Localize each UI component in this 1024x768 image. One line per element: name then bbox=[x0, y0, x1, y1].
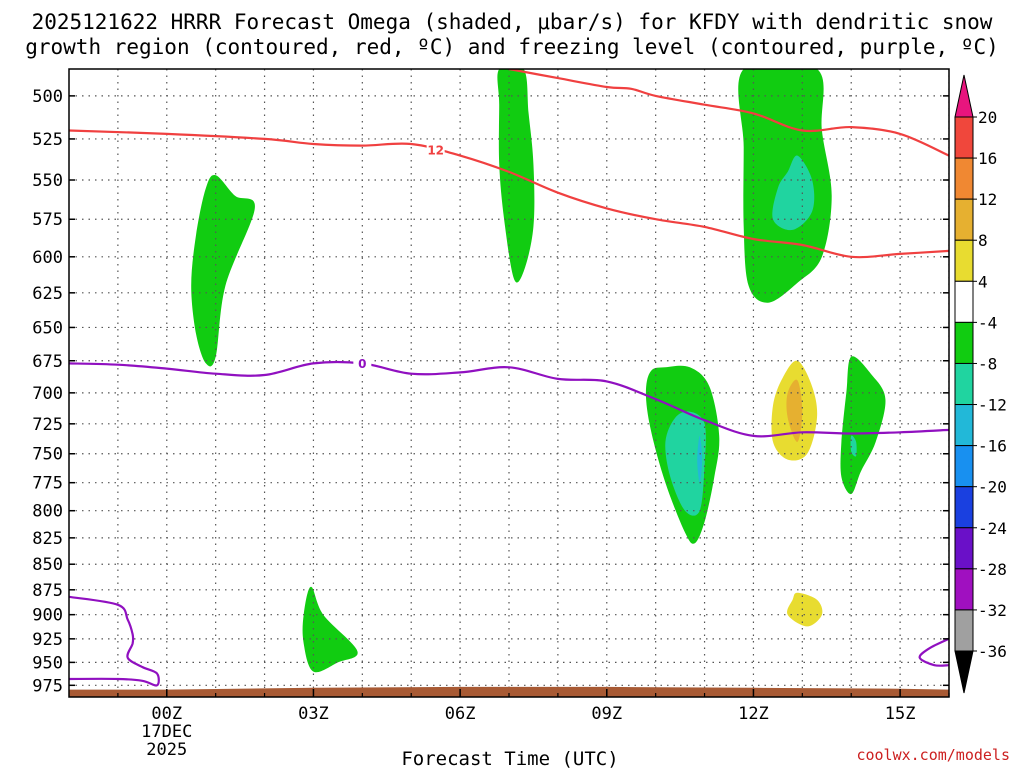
omega-neg8-f bbox=[850, 435, 857, 457]
colorbar-box-1 bbox=[954, 157, 974, 200]
y-tick-label-950: 950 bbox=[32, 653, 63, 673]
colorbar-box-12 bbox=[954, 609, 974, 652]
colorbar: 20 16 12 8 4 -4 -8 -12 -16 -20 -24 -28 -32 -36 bbox=[954, 74, 1007, 694]
colorbar-label-7: -12 bbox=[978, 396, 1007, 415]
y-tick-label-875: 875 bbox=[32, 581, 63, 601]
x-tick-label-09Z: 09Z bbox=[591, 704, 622, 724]
colorbar-bottom-arrow bbox=[954, 650, 974, 694]
dendritic-upper-line bbox=[508, 69, 949, 157]
colorbar-box-6 bbox=[954, 362, 974, 406]
colorbar-label-13: -36 bbox=[978, 642, 1007, 661]
colorbar-label-0: 20 bbox=[978, 108, 997, 127]
y-tick-label-575: 575 bbox=[32, 210, 63, 230]
colorbar-label-6: -8 bbox=[978, 354, 997, 373]
omega-neg4-f bbox=[840, 356, 886, 495]
colorbar-label-10: -24 bbox=[978, 519, 1007, 538]
y-tick-label-900: 900 bbox=[32, 606, 63, 626]
y-tick-label-750: 750 bbox=[32, 445, 63, 465]
axes: 500 525 550 575 600 625 650 675 700 725 750 775 800 8… bbox=[32, 68, 950, 760]
plot-area: 12 0 bbox=[69, 69, 949, 697]
x-tick-label-12Z: 12Z bbox=[738, 704, 769, 724]
freezing-0C-label-bg bbox=[353, 356, 372, 371]
colorbar-box-8 bbox=[954, 445, 974, 488]
colorbar-box-10 bbox=[954, 527, 974, 570]
y-tick-label-700: 700 bbox=[32, 384, 63, 404]
colorbar-label-12: -32 bbox=[978, 601, 1007, 620]
omega-pos8-h bbox=[787, 592, 823, 627]
y-tick-label-975: 975 bbox=[32, 676, 63, 696]
dendritic-12C-label-bg bbox=[426, 142, 445, 157]
x-tick-label-03Z: 03Z bbox=[298, 704, 329, 724]
omega-pos4-a bbox=[101, 69, 134, 212]
y-tick-label-550: 550 bbox=[32, 171, 63, 191]
y-tick-label-650: 650 bbox=[32, 318, 63, 338]
y-tick-label-850: 850 bbox=[32, 555, 63, 575]
y-tick-label-525: 525 bbox=[32, 130, 63, 150]
terrain-ground bbox=[69, 686, 949, 697]
freezing-0C-label: 0 bbox=[358, 357, 366, 371]
colorbar-label-11: -28 bbox=[978, 560, 1007, 579]
colorbar-box-4 bbox=[954, 280, 974, 323]
omega-neg4-a bbox=[191, 174, 255, 367]
freezing-0C-line bbox=[69, 360, 949, 438]
omega-pos4-g bbox=[895, 507, 910, 538]
omega-neg4-b bbox=[497, 69, 535, 283]
omega-pos12-e bbox=[786, 379, 803, 442]
y-tick-label-800: 800 bbox=[32, 502, 63, 522]
x-tick-label-06Z: 06Z bbox=[445, 704, 476, 724]
colorbar-box-9 bbox=[954, 486, 974, 529]
omega-neg8-c bbox=[772, 155, 815, 231]
colorbar-box-11 bbox=[954, 568, 974, 611]
colorbar-top-arrow bbox=[954, 74, 974, 118]
x-tick-label-00Z: 00Z bbox=[151, 704, 182, 724]
colorbar-box-3 bbox=[954, 239, 974, 282]
x-tick-year-label: 2025 bbox=[146, 740, 187, 760]
y-tick-label-675: 675 bbox=[32, 352, 63, 372]
x-tick-label-15Z: 15Z bbox=[885, 704, 916, 724]
credit-text: coolwx.com/models bbox=[856, 746, 1010, 764]
y-tick-label-625: 625 bbox=[32, 284, 63, 304]
colorbar-label-2: 12 bbox=[978, 190, 997, 209]
x-tick-date-label: 17DEC bbox=[141, 722, 192, 742]
colorbar-label-9: -20 bbox=[978, 478, 1007, 497]
omega-pos4-h bbox=[777, 547, 886, 658]
colorbar-box-7 bbox=[954, 404, 974, 447]
colorbar-label-3: 8 bbox=[978, 231, 988, 250]
chart-title-line1: 2025121622 HRRR Forecast Omega (shaded, … bbox=[32, 10, 993, 34]
colorbar-label-1: 16 bbox=[978, 149, 997, 168]
y-tick-label-600: 600 bbox=[32, 248, 63, 268]
dendritic-12C-line bbox=[69, 129, 949, 259]
y-tick-label-825: 825 bbox=[32, 529, 63, 549]
y-tick-label-500: 500 bbox=[32, 87, 63, 107]
colorbar-box-5 bbox=[954, 321, 974, 364]
colorbar-box-0 bbox=[954, 116, 974, 159]
omega-neg12-d bbox=[697, 435, 703, 483]
chart-title-line2: growth region (contoured, red, ºC) and f… bbox=[25, 35, 999, 59]
y-tick-label-775: 775 bbox=[32, 474, 63, 494]
plot-inner: 12 0 bbox=[69, 69, 949, 697]
omega-pos4-b bbox=[650, 188, 666, 235]
y-tick-label-725: 725 bbox=[32, 415, 63, 435]
x-axis-label: Forecast Time (UTC) bbox=[401, 748, 618, 768]
colorbar-label-5: -4 bbox=[978, 313, 997, 332]
freezing-low-left-line bbox=[69, 595, 160, 687]
omega-neg8-d bbox=[665, 411, 706, 516]
colorbar-label-8: -16 bbox=[978, 437, 1007, 456]
colorbar-box-2 bbox=[954, 198, 974, 241]
colorbar-label-4: 4 bbox=[978, 272, 988, 291]
y-tick-label-925: 925 bbox=[32, 630, 63, 650]
dendritic-12C-label: 12 bbox=[427, 143, 444, 157]
omega-neg4-i bbox=[302, 586, 358, 673]
freezing-low-right-line bbox=[918, 637, 949, 667]
